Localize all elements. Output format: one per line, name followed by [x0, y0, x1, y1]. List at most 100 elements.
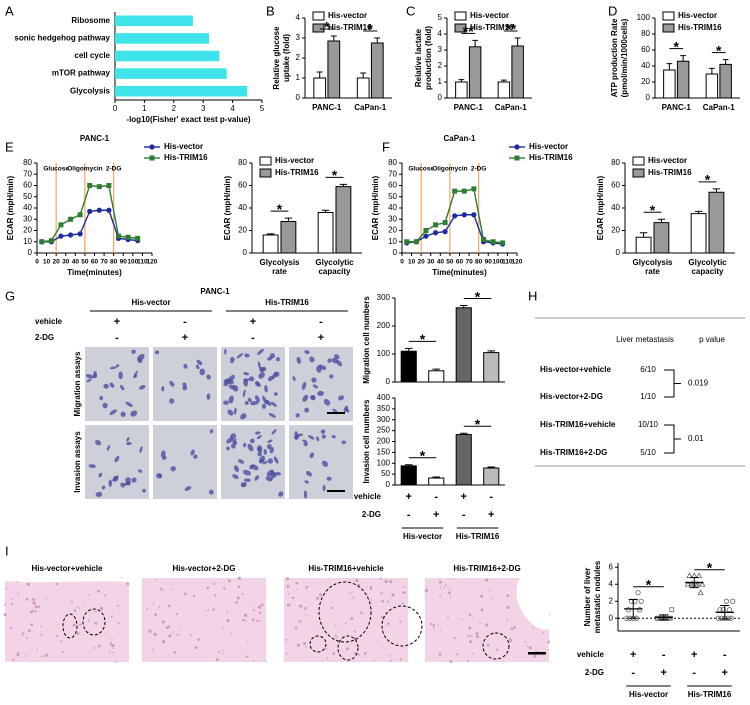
marker [58, 233, 64, 239]
tissue-speckle [391, 593, 395, 597]
x-tick-label: 110 [137, 259, 148, 266]
tissue-speckle [197, 638, 200, 641]
point [697, 589, 704, 596]
event-label: Oligomycin [432, 166, 467, 173]
cell [302, 394, 309, 402]
cell [266, 469, 275, 477]
legend-label: His-TRIM16 [328, 23, 372, 32]
cell [232, 474, 239, 480]
tissue-speckle [326, 657, 329, 660]
bar [483, 352, 500, 383]
y-tick-label: 0 [393, 248, 398, 257]
tissue-speckle [241, 592, 244, 595]
x-tick-label: 2 [172, 104, 177, 113]
tissue-speckle [25, 598, 29, 601]
error-bar [432, 368, 441, 371]
tissue-speckle [360, 611, 363, 615]
significance-label: * [475, 288, 481, 304]
y-tick-label: 4 [438, 29, 443, 38]
legend-label: His-TRIM16 [275, 168, 319, 177]
marker [77, 231, 83, 237]
marker [500, 240, 506, 246]
tissue-speckle [97, 644, 101, 648]
tissue-speckle [94, 621, 98, 625]
cell [304, 407, 310, 413]
event-label: Glucose [408, 166, 434, 173]
tissue-speckle [298, 620, 301, 623]
marker [423, 233, 429, 239]
tissue-speckle [257, 605, 261, 609]
tissue-speckle [380, 615, 384, 619]
tissue-speckle [384, 579, 388, 584]
bar [317, 212, 334, 254]
cell [195, 364, 200, 370]
cell [271, 429, 277, 435]
tissue-speckle [117, 604, 119, 607]
y-tick-label: 80 [611, 158, 620, 167]
tissue-speckle [305, 646, 307, 648]
bar [115, 50, 220, 62]
cell [228, 384, 236, 390]
point [625, 607, 632, 613]
row-value: 10/10 [638, 420, 659, 429]
tissue-speckle [300, 621, 302, 623]
tissue-speckle [439, 595, 441, 598]
y-tick-label: 6 [609, 562, 614, 571]
significance-label: * [368, 21, 374, 37]
tissue-speckle [73, 609, 77, 612]
tissue-speckle [257, 620, 260, 623]
y-tick-label: 20 [238, 226, 247, 235]
tissue-speckle [350, 592, 352, 594]
cell [120, 482, 125, 488]
tissue-speckle [305, 614, 308, 616]
tissue-speckle [424, 588, 429, 593]
y-tick-label: 70 [388, 169, 397, 178]
cell [249, 464, 255, 470]
y-axis-label: ECAR (mpH/min) [371, 175, 380, 240]
significance-label: * [332, 167, 338, 183]
tissue-speckle [24, 655, 27, 657]
cell [263, 449, 267, 455]
point [718, 615, 725, 621]
cell [182, 385, 188, 391]
y-tick-label: 0 [386, 377, 391, 386]
tissue-speckle [167, 654, 169, 656]
cell [318, 364, 324, 370]
nodule-outline [381, 605, 423, 647]
x-tick-label: PANC-1 [662, 103, 692, 112]
legend-label: His-TRIM16 [529, 153, 573, 162]
tissue-speckle [177, 599, 179, 601]
cell [232, 438, 237, 444]
error-bar [284, 217, 293, 222]
tissue-speckle [212, 582, 216, 585]
bar [455, 81, 468, 99]
point [635, 590, 641, 596]
tissue-speckle [230, 632, 233, 635]
tissue-edge [516, 578, 549, 630]
tissue-speckle [449, 588, 451, 591]
tissue-speckle [61, 650, 64, 653]
tissue-speckle [36, 648, 38, 650]
error-bar [487, 466, 496, 469]
cell [322, 484, 326, 492]
cell [108, 479, 113, 488]
point [699, 580, 706, 587]
x-tick-label: 40 [437, 259, 445, 266]
cell [267, 458, 274, 464]
marker [87, 183, 93, 188]
point [656, 615, 662, 621]
tissue-speckle [32, 601, 36, 605]
y-tick-label: 4 [296, 13, 301, 22]
legend-marker [514, 155, 520, 161]
panel-letter: D [608, 3, 617, 18]
legend-label: His-vector [648, 156, 687, 165]
cell [169, 380, 175, 387]
cell [267, 439, 273, 443]
image-title: His-TRIM16+vehicle [308, 564, 384, 573]
cell [109, 366, 117, 370]
tissue-speckle [388, 655, 391, 657]
tissue-speckle [376, 640, 378, 642]
x-tick-label: 10 [408, 259, 416, 266]
tissue-speckle [369, 587, 373, 591]
